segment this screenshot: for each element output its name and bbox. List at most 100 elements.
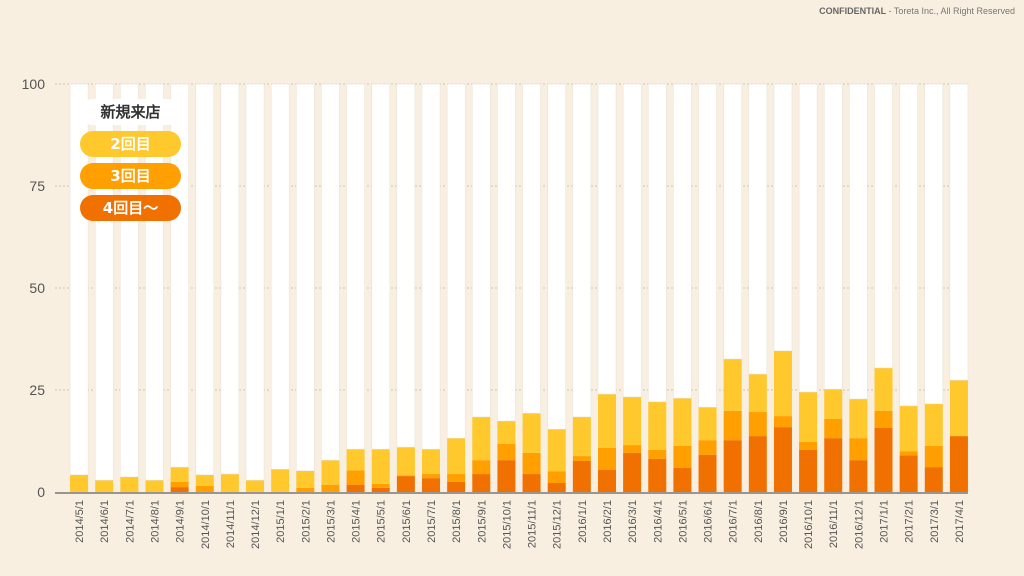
- bar-segment-new: [522, 83, 541, 414]
- bar-segment-new: [924, 83, 944, 405]
- bar-segment-new: [823, 83, 843, 390]
- bar-segment-new: [798, 83, 818, 393]
- copyright-text: - Toreta Inc., All Right Reserved: [886, 6, 1015, 16]
- bar-segment-new: [195, 83, 215, 476]
- y-tick-label: 100: [22, 76, 46, 92]
- bar-segment-new: [220, 83, 240, 475]
- x-tick-label: 2016/6/1: [703, 500, 715, 543]
- bar-segment-2nd: [170, 467, 189, 482]
- bar-segment-2nd: [70, 474, 89, 492]
- bar-segment-2nd: [773, 350, 792, 417]
- bar-segment-3rd: [321, 484, 340, 492]
- bar-segment-2nd: [497, 421, 516, 444]
- bar-segment-new: [723, 83, 742, 360]
- bar-segment-2nd: [145, 480, 164, 492]
- x-tick-label: 2016/8/1: [753, 500, 765, 543]
- y-tick-label: 0: [37, 484, 45, 500]
- x-tick-label: 2014/10/1: [200, 500, 212, 549]
- bar-segment-4th-plus: [824, 438, 843, 492]
- x-tick-label: 2014/12/1: [250, 500, 262, 549]
- x-tick-label: 2015/8/1: [451, 500, 463, 543]
- x-tick-label: 2016/1/1: [577, 500, 589, 543]
- bar-segment-new: [245, 83, 265, 481]
- bar-segment-new: [899, 83, 918, 407]
- bar-segment-2nd: [472, 416, 491, 461]
- legend: 新規来店 2回目 3回目 4回目～: [80, 99, 181, 227]
- bar-segment-new: [446, 83, 466, 439]
- bar-segment-3rd: [522, 452, 541, 475]
- bar-segment-4th-plus: [748, 436, 767, 492]
- x-tick-label: 2016/11/1: [828, 500, 840, 548]
- bar-segment-3rd: [623, 445, 642, 453]
- bar-segment-2nd: [547, 429, 566, 472]
- bar-segment-new: [321, 83, 340, 461]
- x-tick-label: 2016/7/1: [728, 500, 740, 543]
- legend-2nd-visit: 2回目: [80, 131, 181, 157]
- bar-segment-2nd: [623, 396, 642, 446]
- bar-segment-4th-plus: [723, 440, 742, 492]
- bar-segment-4th-plus: [497, 460, 516, 492]
- bar-segment-2nd: [597, 394, 616, 448]
- bar-segment-2nd: [673, 398, 692, 446]
- x-tick-label: 2015/4/1: [351, 500, 363, 543]
- x-tick-label: 2016/4/1: [652, 500, 664, 543]
- bar-segment-2nd: [874, 367, 893, 411]
- bar-segment-new: [472, 83, 491, 418]
- bar-segment-3rd: [824, 418, 843, 439]
- bar-segment-4th-plus: [673, 467, 692, 492]
- bar-segment-3rd: [899, 451, 918, 456]
- bar-segment-4th-plus: [472, 474, 491, 492]
- bar-segment-2nd: [799, 392, 818, 442]
- x-tick-label: 2016/10/1: [803, 500, 815, 549]
- bar-segment-3rd: [422, 474, 441, 479]
- bar-segment-4th-plus: [422, 478, 441, 492]
- bar-segment-2nd: [522, 413, 541, 453]
- bar-segment-3rd: [799, 441, 818, 450]
- bar-segment-3rd: [723, 410, 742, 441]
- bar-segment-4th-plus: [849, 460, 868, 492]
- bar-segment-2nd: [723, 358, 742, 411]
- bar-segment-3rd: [296, 487, 315, 492]
- bar-segment-3rd: [195, 485, 214, 492]
- x-tick-label: 2015/12/1: [552, 500, 564, 549]
- bar-segment-new: [396, 83, 416, 448]
- bar-segment-3rd: [648, 449, 667, 459]
- bar-segment-new: [648, 83, 667, 403]
- bar-segment-4th-plus: [773, 427, 792, 492]
- bar-segment-2nd: [120, 476, 139, 492]
- bar-segment-new: [949, 83, 969, 381]
- y-tick-label: 75: [29, 178, 45, 194]
- bar-segment-4th-plus: [949, 436, 968, 492]
- x-tick-label: 2015/10/1: [501, 500, 513, 549]
- bar-segment-2nd: [924, 403, 943, 446]
- bar-segment-2nd: [447, 438, 466, 475]
- bar-segment-2nd: [572, 416, 591, 457]
- bar-segment-3rd: [698, 440, 717, 455]
- bar-segment-4th-plus: [648, 458, 667, 492]
- bar-segment-new: [874, 83, 893, 369]
- bar-segment-3rd: [346, 470, 365, 485]
- bar-segment-3rd: [396, 475, 415, 477]
- bar-segment-3rd: [497, 443, 516, 461]
- x-tick-label: 2017/2/1: [904, 500, 916, 543]
- bar-segment-new: [371, 83, 390, 450]
- bar-segment-new: [773, 83, 793, 352]
- bar-segment-4th-plus: [371, 487, 390, 492]
- x-tick-label: 2016/5/1: [677, 500, 689, 543]
- legend-4th-plus-visit: 4回目～: [80, 195, 181, 221]
- x-tick-label: 2016/12/1: [853, 500, 865, 549]
- bar-segment-2nd: [824, 389, 843, 419]
- bar-segment-4th-plus: [522, 474, 541, 492]
- bar-segment-4th-plus: [899, 455, 918, 492]
- bar-segment-4th-plus: [874, 427, 893, 492]
- x-tick-label: 2015/3/1: [325, 500, 337, 543]
- x-tick-label: 2016/9/1: [778, 500, 790, 543]
- x-tick-label: 2014/8/1: [149, 500, 161, 543]
- bar-segment-2nd: [748, 374, 767, 413]
- bar-segment-3rd: [371, 483, 390, 488]
- bar-segment-4th-plus: [170, 487, 189, 492]
- bar-segment-3rd: [572, 456, 591, 461]
- x-tick-label: 2015/9/1: [476, 500, 488, 543]
- bar-segment-2nd: [648, 401, 667, 450]
- bar-segment-3rd: [849, 438, 868, 461]
